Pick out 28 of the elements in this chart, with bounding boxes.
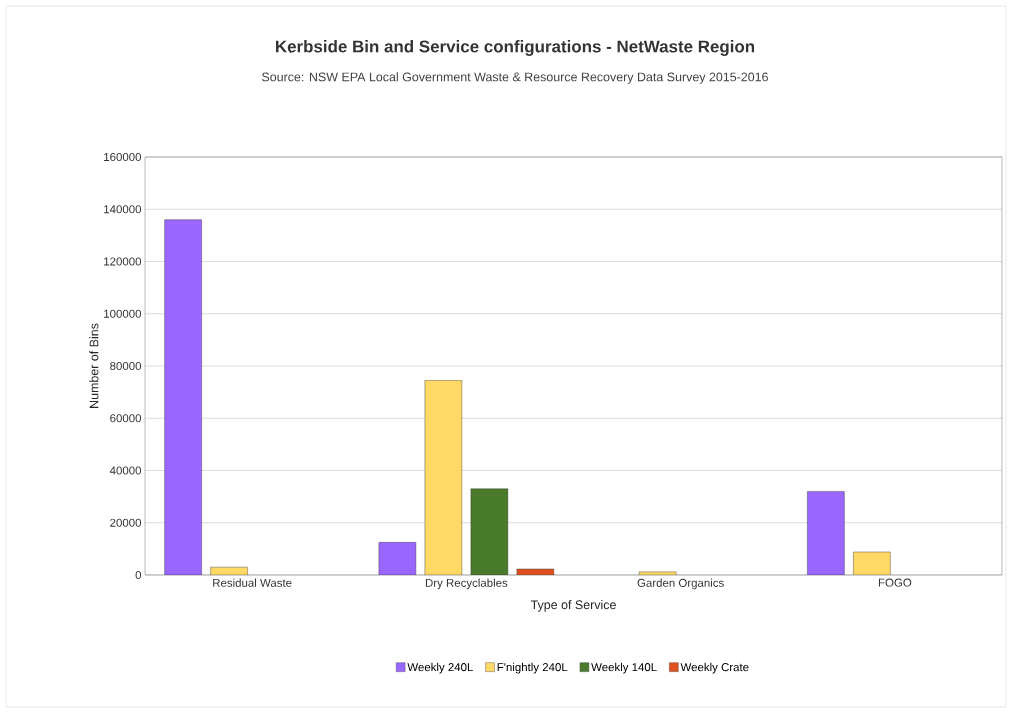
x-axis-title: Type of Service <box>530 600 616 612</box>
bar <box>807 491 845 575</box>
bar <box>424 380 463 575</box>
y-tick-label: 140000 <box>104 205 142 214</box>
x-tick-label: FOGO <box>878 578 912 587</box>
y-tick-label: 100000 <box>104 309 142 318</box>
x-tick-label: Residual Waste <box>213 578 292 587</box>
y-tick-label: 40000 <box>109 466 142 475</box>
y-tick-label: 20000 <box>110 518 142 527</box>
bar <box>853 551 891 575</box>
y-tick-label: 80000 <box>110 361 142 371</box>
y-tick-label: 160000 <box>104 152 142 162</box>
legend-label: Weekly Crate <box>680 662 749 674</box>
bar <box>378 542 417 575</box>
y-tick-label: 0 <box>135 570 142 580</box>
x-tick-label: Dry Recyclables <box>425 578 508 590</box>
legend-label: F'nightly 240L <box>497 662 568 674</box>
y-tick-label: 120000 <box>104 257 142 266</box>
bar <box>210 566 248 575</box>
bar <box>164 219 202 575</box>
chart-subtitle: Source: NSW EPA Local Government Waste & Resource Recovery Data Survey 2015-2016 <box>262 72 768 84</box>
y-axis-title: Number of Bins <box>89 323 99 408</box>
chart-title: Kerbside Bin and Service configurations - NetWaste Region <box>276 40 755 56</box>
legend-label: Weekly 240L <box>407 662 473 674</box>
bar <box>638 571 677 575</box>
y-tick-label: 60000 <box>110 414 142 423</box>
legend-label: Weekly 140L <box>591 662 657 674</box>
x-tick-label: Garden Organics <box>637 578 724 590</box>
